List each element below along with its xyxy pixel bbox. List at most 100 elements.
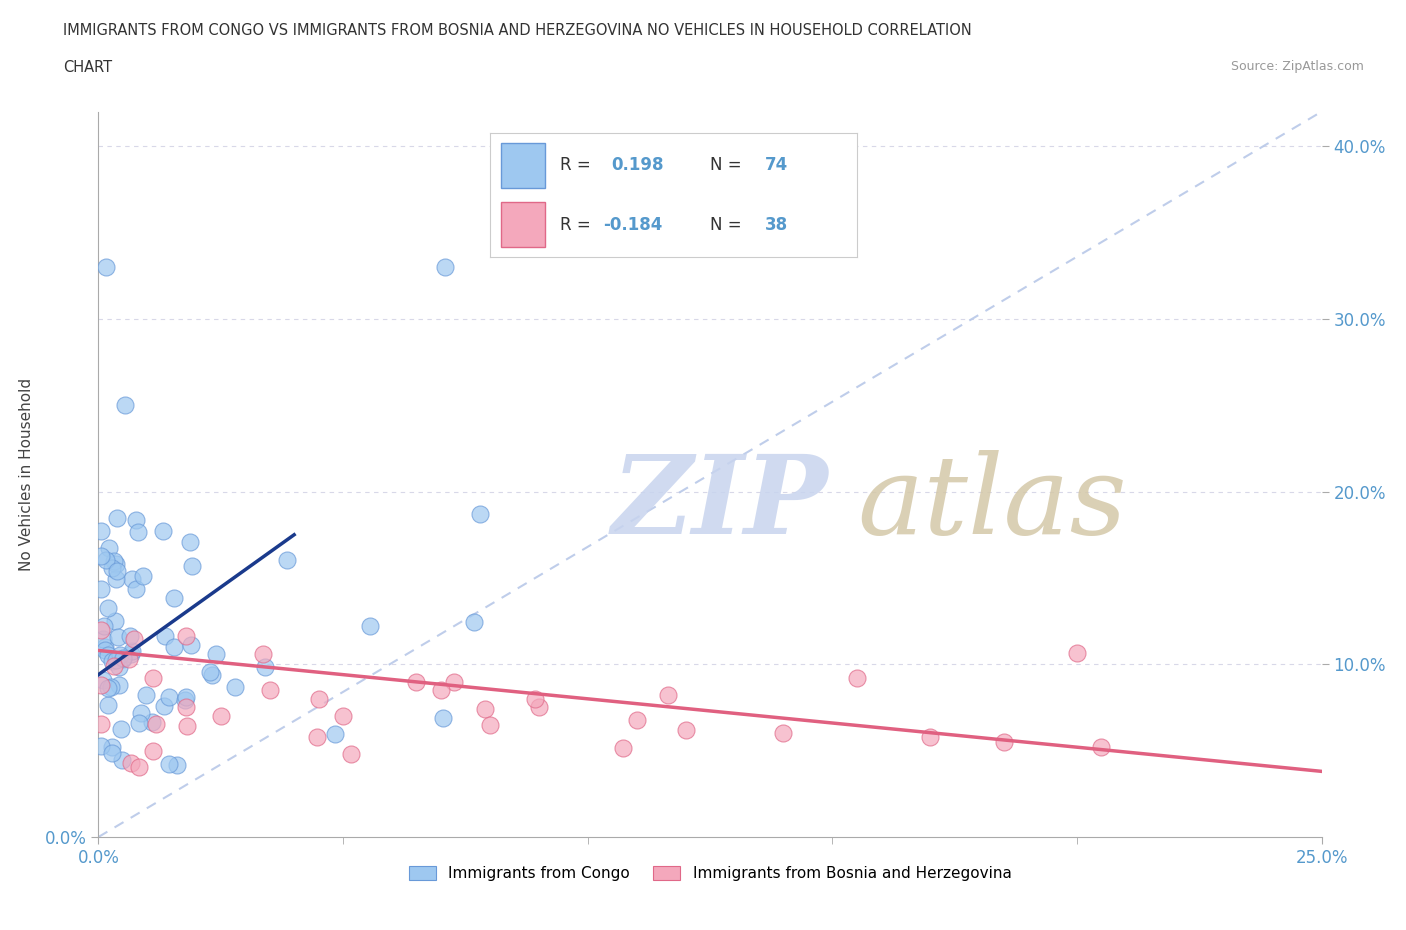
Point bbox=[108, 659, 131, 674]
Point bbox=[121, 571, 143, 586]
Point bbox=[201, 667, 224, 682]
Point bbox=[94, 259, 117, 274]
Y-axis label: No Vehicles in Household: No Vehicles in Household bbox=[18, 378, 34, 571]
Point bbox=[1090, 739, 1112, 754]
Point bbox=[181, 558, 204, 573]
Point bbox=[993, 735, 1015, 750]
Point bbox=[98, 540, 121, 555]
Point bbox=[468, 506, 491, 521]
Point bbox=[118, 628, 141, 643]
Point bbox=[90, 549, 112, 564]
Point bbox=[94, 643, 117, 658]
Point bbox=[434, 259, 457, 274]
Point bbox=[94, 640, 117, 655]
Point bbox=[152, 524, 174, 538]
Point bbox=[110, 722, 132, 737]
Point bbox=[153, 698, 176, 713]
Point bbox=[90, 717, 112, 732]
Point bbox=[142, 671, 165, 685]
Text: atlas: atlas bbox=[856, 449, 1126, 557]
Point bbox=[105, 652, 128, 667]
Point bbox=[97, 647, 120, 662]
Text: ZIP: ZIP bbox=[612, 449, 828, 557]
Point bbox=[90, 677, 112, 692]
Point bbox=[90, 523, 112, 538]
Point bbox=[131, 706, 153, 721]
Point bbox=[205, 646, 228, 661]
Point bbox=[323, 726, 346, 741]
Point bbox=[153, 629, 176, 644]
Text: CHART: CHART bbox=[63, 60, 112, 75]
Text: IMMIGRANTS FROM CONGO VS IMMIGRANTS FROM BOSNIA AND HERZEGOVINA NO VEHICLES IN H: IMMIGRANTS FROM CONGO VS IMMIGRANTS FROM… bbox=[63, 23, 972, 38]
Text: Source: ZipAtlas.com: Source: ZipAtlas.com bbox=[1230, 60, 1364, 73]
Point bbox=[97, 681, 120, 696]
Point bbox=[101, 561, 124, 576]
Point bbox=[405, 674, 427, 689]
Point bbox=[90, 738, 112, 753]
Point bbox=[176, 719, 198, 734]
Point bbox=[111, 752, 134, 767]
Point bbox=[91, 631, 114, 646]
Point bbox=[340, 746, 363, 761]
Point bbox=[224, 680, 246, 695]
Point bbox=[308, 691, 330, 706]
Point bbox=[920, 729, 942, 744]
Point bbox=[91, 672, 114, 687]
Point bbox=[103, 659, 125, 674]
Point bbox=[104, 613, 127, 628]
Point bbox=[105, 556, 128, 571]
Point bbox=[107, 630, 129, 644]
Point bbox=[135, 688, 157, 703]
Point bbox=[675, 723, 697, 737]
Point bbox=[527, 700, 550, 715]
Point bbox=[179, 534, 201, 549]
Point bbox=[443, 674, 465, 689]
Point bbox=[332, 709, 354, 724]
Point bbox=[612, 740, 634, 755]
Point bbox=[180, 638, 202, 653]
Point bbox=[132, 568, 155, 583]
Point bbox=[474, 702, 496, 717]
Point bbox=[111, 651, 134, 666]
Point bbox=[259, 683, 281, 698]
Point bbox=[100, 679, 122, 694]
Point bbox=[252, 646, 274, 661]
Point bbox=[107, 511, 129, 525]
Point bbox=[157, 756, 180, 771]
Point bbox=[90, 623, 112, 638]
Point bbox=[121, 644, 143, 658]
Point bbox=[120, 646, 142, 661]
Point bbox=[430, 683, 453, 698]
Point bbox=[112, 651, 135, 666]
Point bbox=[1066, 645, 1088, 660]
Point bbox=[97, 698, 120, 712]
Point bbox=[657, 688, 679, 703]
Point bbox=[176, 700, 198, 715]
Point bbox=[772, 726, 794, 741]
Point bbox=[209, 709, 232, 724]
Point bbox=[107, 678, 129, 693]
Point bbox=[127, 525, 149, 539]
Point bbox=[463, 615, 485, 630]
Point bbox=[125, 581, 148, 596]
Point bbox=[118, 651, 141, 666]
Point bbox=[101, 653, 124, 668]
Point bbox=[254, 659, 277, 674]
Point bbox=[174, 693, 197, 708]
Point bbox=[359, 619, 381, 634]
Point bbox=[176, 689, 198, 704]
Point bbox=[141, 715, 163, 730]
Point bbox=[105, 572, 128, 587]
Point bbox=[166, 758, 188, 773]
Point bbox=[128, 716, 150, 731]
Point bbox=[128, 759, 150, 774]
Point bbox=[97, 601, 120, 616]
Point bbox=[176, 628, 198, 643]
Legend: Immigrants from Congo, Immigrants from Bosnia and Herzegovina: Immigrants from Congo, Immigrants from B… bbox=[402, 860, 1018, 887]
Point bbox=[103, 553, 125, 568]
Point bbox=[90, 582, 112, 597]
Point bbox=[524, 692, 547, 707]
Point bbox=[163, 591, 186, 605]
Point bbox=[305, 730, 328, 745]
Point bbox=[122, 631, 145, 646]
